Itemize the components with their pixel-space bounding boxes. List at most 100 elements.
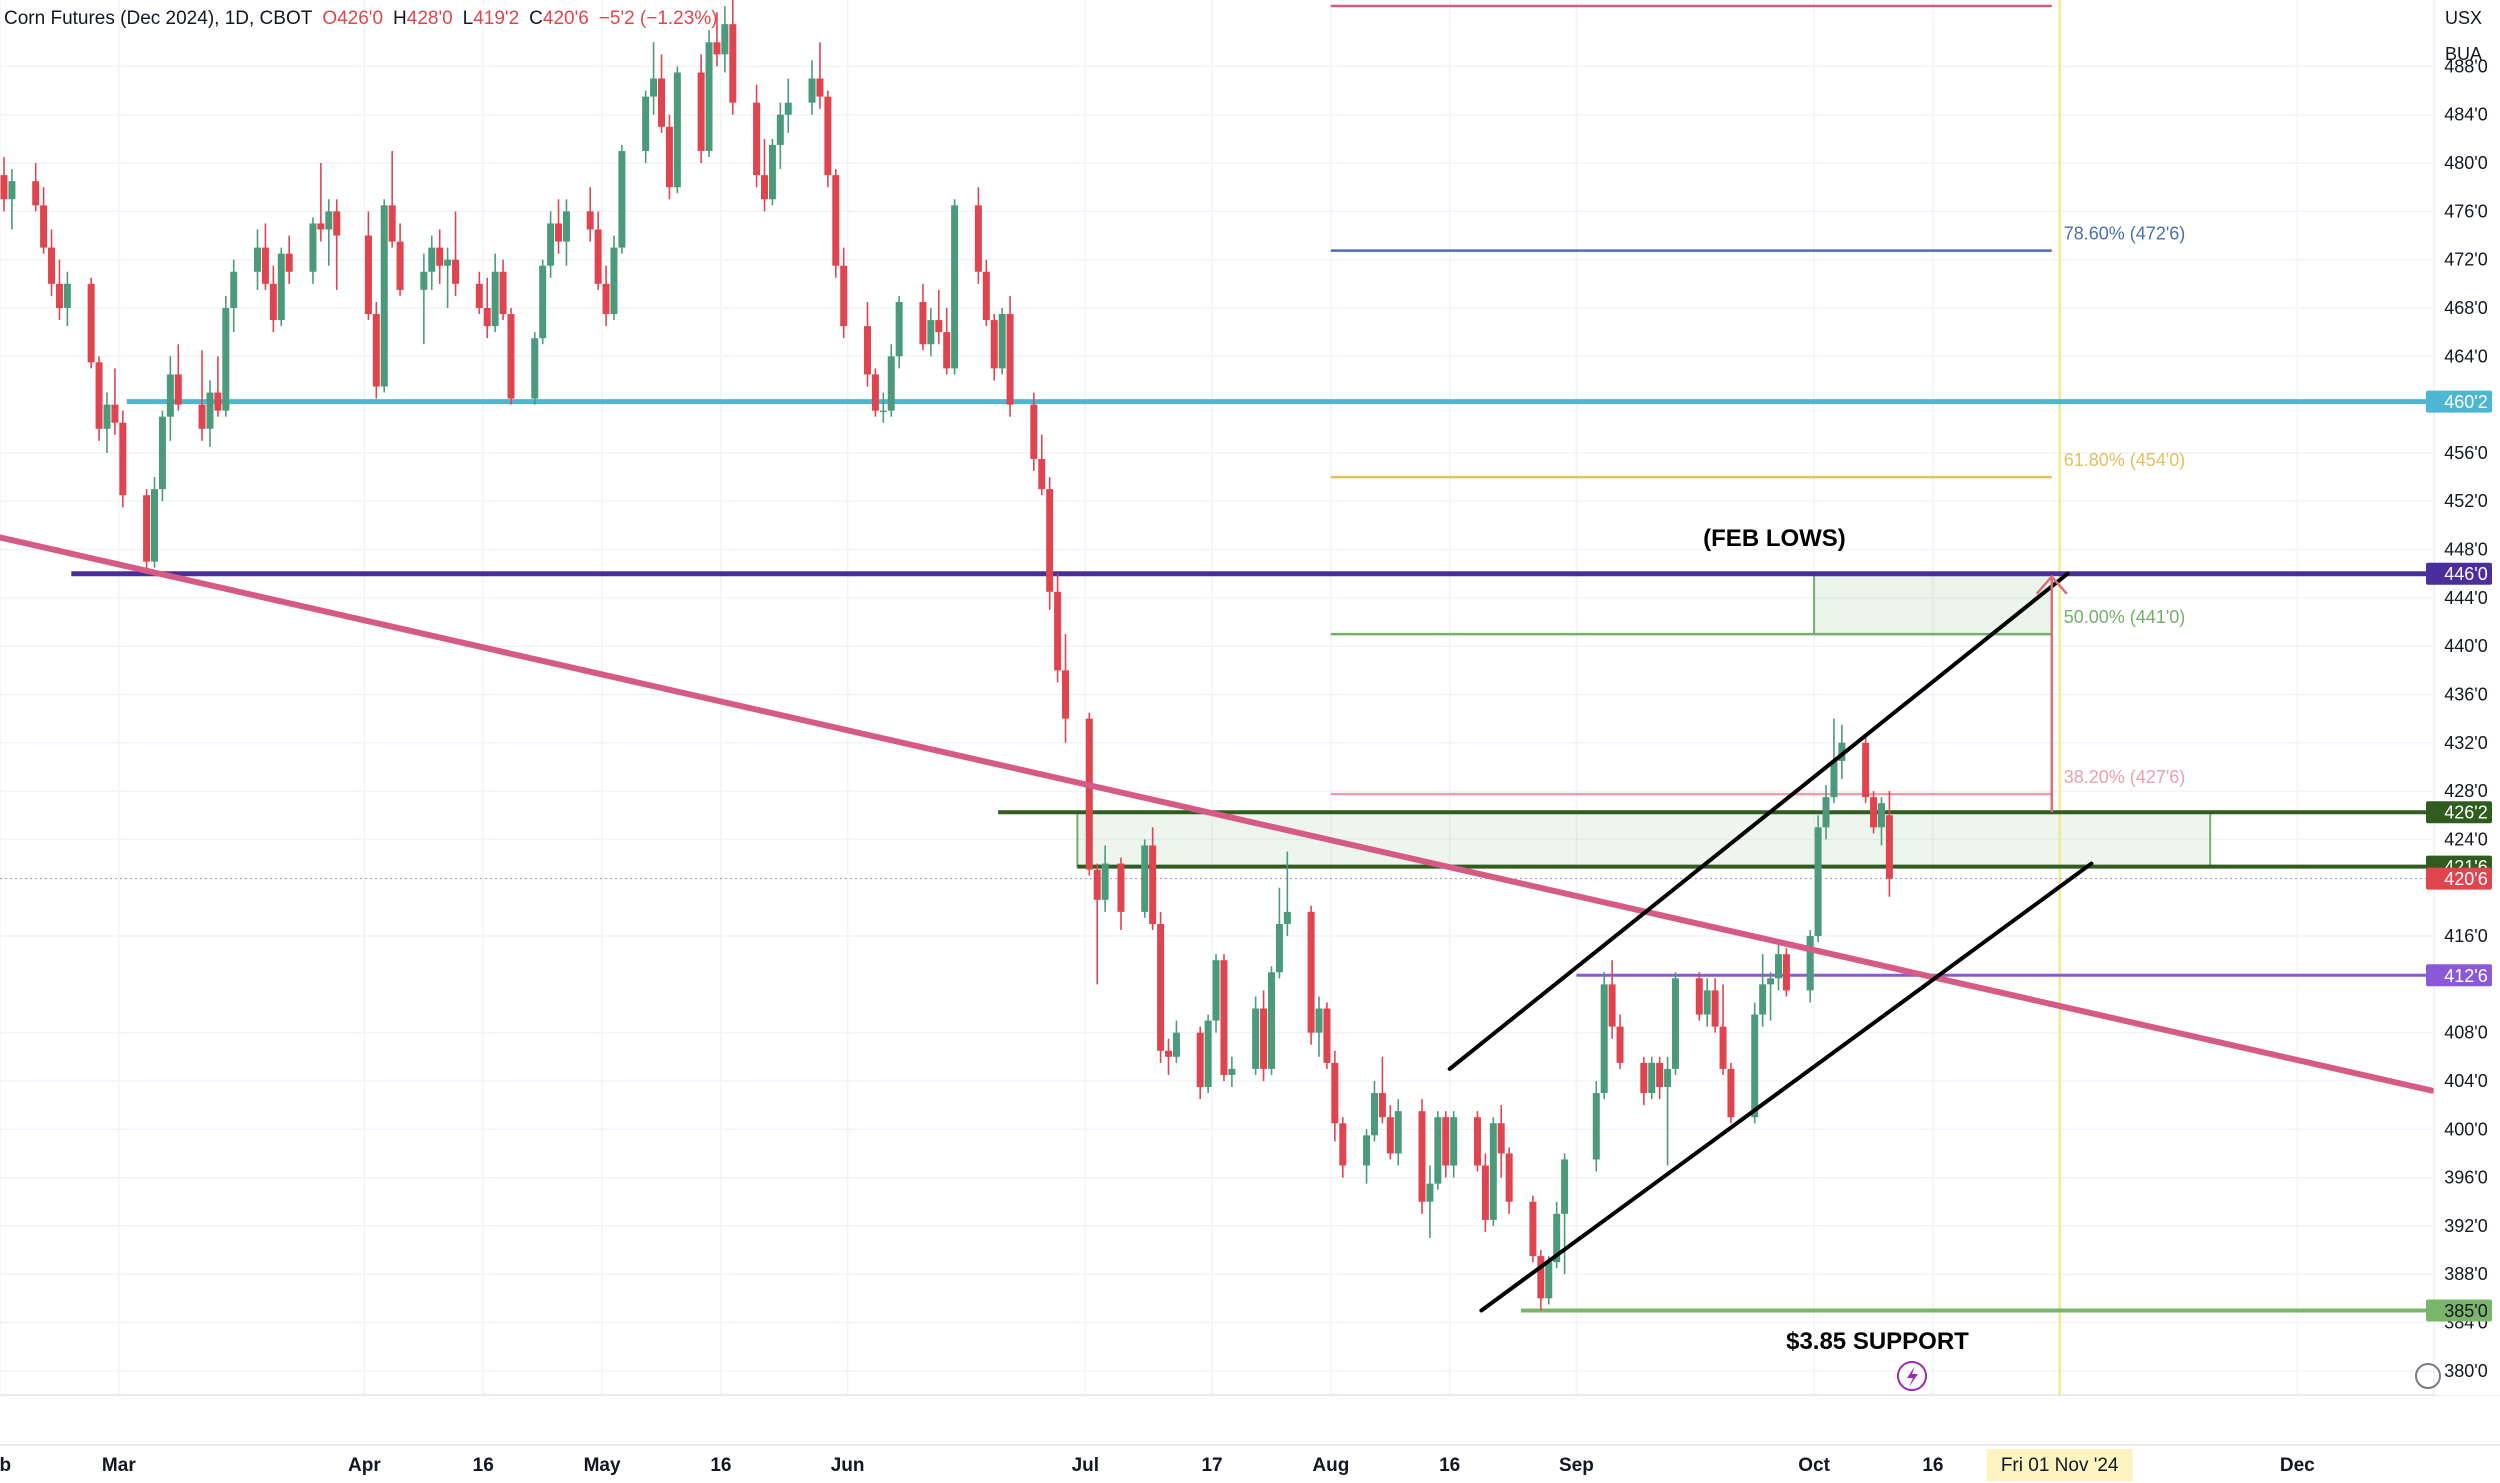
close-key: C (529, 8, 543, 29)
candle-body (1212, 960, 1220, 1021)
chart-annotation: (FEB LOWS) (1703, 525, 1846, 552)
candle-up (230, 259, 238, 333)
candle-down (364, 211, 372, 321)
candle-body (1497, 1123, 1505, 1154)
candle-body (1228, 1068, 1236, 1075)
cursor-date-label: Fri 01 Nov '24 (2001, 1455, 2119, 1476)
candle-body (436, 247, 444, 266)
candle-body (1870, 797, 1878, 828)
candle-body (87, 283, 95, 363)
candle-up (650, 42, 658, 115)
candle-body (943, 332, 951, 369)
candle-down (1260, 990, 1268, 1081)
candle-down (507, 307, 515, 405)
channel-line (1447, 571, 2070, 1071)
candle-body (1806, 936, 1814, 991)
time-tick-label: 16 (1922, 1455, 1943, 1476)
candle-down (1062, 634, 1070, 743)
price-tick-label: 448'0 (2444, 540, 2487, 560)
candle-down (1481, 1153, 1489, 1232)
candle-down (1054, 573, 1062, 683)
candle-up (610, 235, 618, 321)
candle-body (277, 253, 285, 321)
candle-body (1751, 1014, 1759, 1118)
candle-up (1545, 1256, 1553, 1305)
candle-body (507, 314, 515, 399)
open-value: 426'0 (337, 8, 384, 29)
time-tick-label: Jul (1072, 1455, 1099, 1476)
price-tick-label: 456'0 (2444, 443, 2487, 463)
candle-body (309, 223, 317, 272)
lightning-icon (1897, 1361, 1927, 1391)
time-tick-label: Jun (831, 1455, 865, 1476)
compare-icon (2415, 1363, 2441, 1389)
candle-down (713, 12, 721, 67)
price-badge-label: 460'2 (2444, 392, 2487, 412)
candle-body (1386, 1117, 1394, 1154)
candle-up (887, 344, 895, 417)
candle-up (1141, 839, 1149, 918)
candle-down (1117, 857, 1125, 930)
candle-up (151, 477, 159, 568)
unit-label[interactable]: BUA (2444, 44, 2482, 64)
candle-down (1782, 948, 1790, 997)
candle-down (1442, 1111, 1450, 1178)
candle-body (1537, 1256, 1545, 1299)
candle-down (285, 235, 293, 284)
candle-body (935, 320, 943, 333)
candle-body (1283, 911, 1291, 924)
price-tick-label: 436'0 (2444, 684, 2487, 704)
candle-body (618, 150, 626, 248)
currency-label[interactable]: USX (2444, 8, 2482, 28)
candle-down (214, 356, 222, 417)
candle-body (665, 126, 673, 188)
price-tick-label: 432'0 (2444, 733, 2487, 753)
candle-body (428, 247, 436, 272)
candle-body (499, 271, 507, 315)
price-tick-label: 472'0 (2444, 250, 2487, 270)
chart-annotation: $3.85 SUPPORT (1786, 1328, 1969, 1355)
candle-down (396, 223, 404, 296)
candle-body (491, 271, 499, 327)
price-badge-label: 420'6 (2444, 869, 2487, 889)
candle-body (1157, 923, 1165, 1051)
price-badge-bg (2426, 867, 2492, 890)
candle-body (1101, 863, 1109, 900)
candle-body (261, 247, 269, 284)
candle-body (1648, 1062, 1656, 1094)
candle-up (420, 253, 428, 345)
candle-body (380, 205, 388, 387)
candle-body (705, 42, 713, 151)
candle-down (111, 368, 119, 435)
candle-body (111, 404, 119, 423)
candle-down (982, 259, 990, 327)
candle-body (8, 181, 16, 200)
candle-up (562, 199, 570, 266)
candle-up (158, 410, 166, 502)
candle-down (1608, 960, 1616, 1039)
candle-up (1600, 972, 1608, 1100)
candle-down (32, 163, 40, 212)
candle-body (325, 211, 333, 230)
price-tick-label: 476'0 (2444, 201, 2487, 221)
candle-up (206, 380, 214, 447)
candle-down (333, 199, 341, 290)
candle-body (982, 271, 990, 321)
resistance-trendline (0, 534, 2435, 1094)
candle-body (1545, 1262, 1553, 1299)
candle-up (1877, 797, 1885, 846)
candle-up (1814, 815, 1822, 943)
candle-body (1030, 404, 1038, 459)
time-tick-label: eb (0, 1455, 11, 1476)
candle-body (697, 72, 705, 151)
lightning-icon-ring (1897, 1361, 1927, 1391)
candle-body (1719, 1026, 1727, 1069)
candle-down (1220, 954, 1228, 1081)
candle-body (1616, 1026, 1624, 1063)
candle-up (1450, 1111, 1458, 1178)
candle-up (1774, 942, 1782, 991)
candle-body (143, 495, 151, 562)
candle-up (428, 235, 436, 290)
candle-body (253, 247, 261, 272)
